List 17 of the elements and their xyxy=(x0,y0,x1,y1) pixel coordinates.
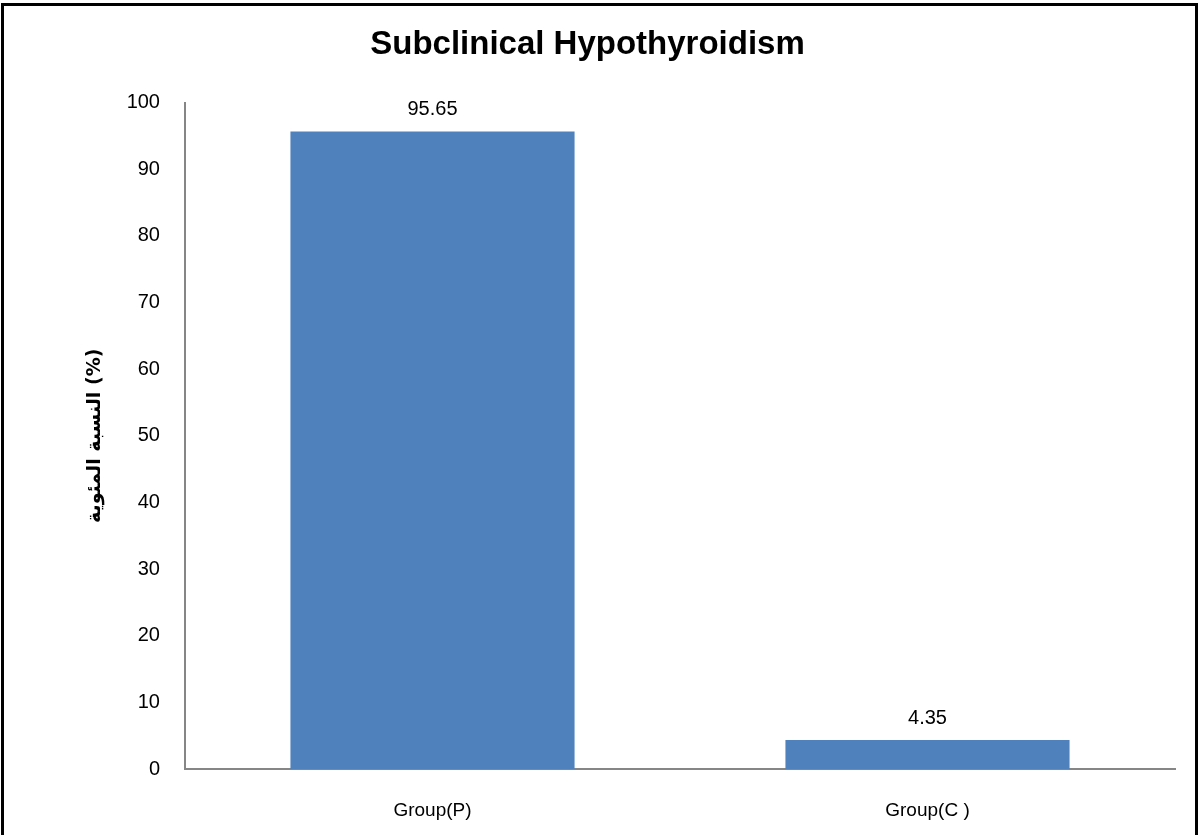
y-tick-label: 100 xyxy=(126,90,160,113)
y-axis-title: النسبة المئوية (%) xyxy=(82,348,106,523)
y-tick-label: 80 xyxy=(137,223,160,246)
y-tick-label: 10 xyxy=(137,689,160,712)
y-tick-label: 40 xyxy=(137,489,160,512)
x-tick-label: Group(C ) xyxy=(885,798,970,820)
y-tick-label: 20 xyxy=(137,623,160,646)
y-tick-label: 70 xyxy=(137,290,160,313)
y-tick-label: 60 xyxy=(137,356,160,379)
data-label: 95.65 xyxy=(407,97,458,120)
y-tick-label: 30 xyxy=(137,556,160,579)
chart-title: Subclinical Hypothyroidism xyxy=(370,23,805,61)
y-tick-label: 90 xyxy=(137,156,160,179)
data-label: 4.35 xyxy=(908,705,947,728)
x-tick-label: Group(P) xyxy=(393,798,472,820)
y-tick-label: 0 xyxy=(148,756,160,779)
y-tick-label: 50 xyxy=(137,423,160,446)
